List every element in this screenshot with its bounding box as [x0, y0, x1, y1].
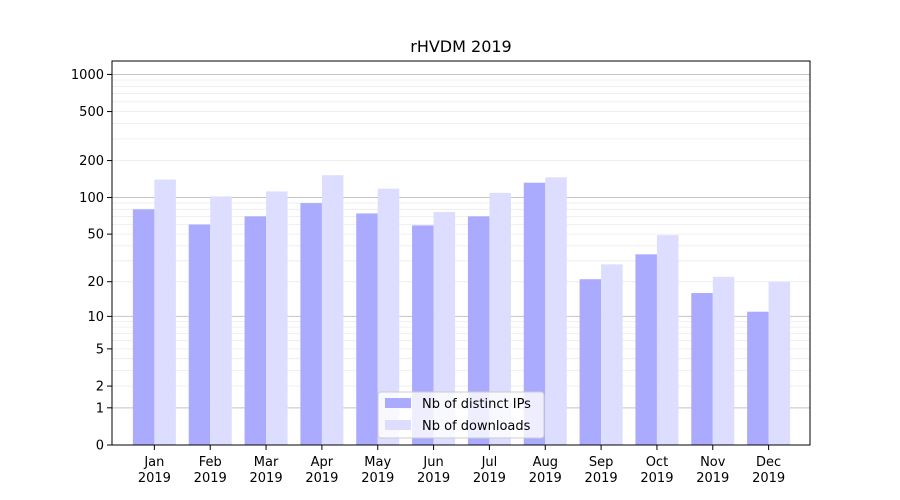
x-tick-label: 2019 [473, 471, 506, 486]
x-tick-label: Sep [589, 455, 614, 470]
y-tick-label: 100 [79, 191, 104, 206]
bar-ips [188, 224, 211, 445]
bar-downloads [545, 177, 567, 445]
y-tick-label: 2 [96, 380, 104, 395]
bar-downloads [712, 276, 735, 445]
x-tick-label: Jan [143, 455, 164, 470]
x-tick-label: 2019 [305, 471, 338, 486]
x-tick-label: 2019 [529, 471, 562, 486]
x-tick-label: Oct [646, 455, 668, 470]
y-axis: 0 1 2 5 10 20 50 100 200 500 1000 [71, 68, 112, 454]
bar-downloads [489, 192, 511, 445]
y-tick-label: 500 [79, 105, 104, 120]
x-axis: Jan2019Feb2019Mar2019Apr2019May2019Jun20… [138, 445, 785, 486]
x-tick-label: 2019 [138, 471, 171, 486]
y-tick-label: 10 [87, 310, 104, 325]
bar-downloads [601, 264, 623, 445]
x-tick-label: May [364, 455, 391, 470]
legend-label-downloads: Nb of downloads [422, 419, 531, 434]
x-tick-label: 2019 [361, 471, 394, 486]
bar-ips [244, 216, 267, 445]
x-tick-label: 2019 [585, 471, 618, 486]
x-tick-label: Nov [700, 455, 726, 470]
y-tick-label: 1 [96, 401, 104, 416]
bar-ips [747, 311, 769, 445]
legend: Nb of distinct IPs Nb of downloads [377, 391, 545, 439]
x-tick-label: Jul [481, 455, 498, 470]
bar-ips [691, 293, 713, 445]
x-tick-label: Mar [254, 455, 279, 470]
x-tick-label: Dec [756, 455, 781, 470]
bar-downloads [210, 196, 232, 445]
bar-ips [579, 279, 602, 445]
bar-ips [356, 213, 378, 445]
bar-downloads [656, 235, 679, 445]
legend-box [377, 391, 545, 439]
chart-title: rHVDM 2019 [410, 37, 511, 56]
x-tick-label: 2019 [194, 471, 227, 486]
bar-downloads [266, 191, 288, 445]
bar-ips [523, 182, 546, 445]
x-tick-label: 2019 [640, 471, 673, 486]
x-tick-label: 2019 [250, 471, 283, 486]
bar-ips [412, 225, 434, 445]
bar-downloads [433, 212, 456, 445]
legend-swatch-ips [385, 398, 411, 408]
bar-ips [300, 203, 322, 445]
y-tick-label: 5 [96, 342, 104, 357]
bar-ips [467, 216, 490, 445]
bar-downloads [154, 179, 176, 445]
bar-downloads [377, 188, 400, 445]
bar-ips [132, 209, 155, 445]
x-tick-label: Apr [311, 455, 334, 470]
bars [132, 175, 791, 445]
x-tick-label: 2019 [752, 471, 785, 486]
x-tick-label: Feb [199, 455, 222, 470]
y-tick-label: 50 [87, 228, 104, 243]
bar-downloads [321, 175, 344, 445]
bar-ips [635, 254, 657, 445]
plot-frame [111, 60, 811, 446]
bar-downloads [768, 281, 791, 445]
x-tick-label: Jun [422, 455, 443, 470]
legend-label-ips: Nb of distinct IPs [422, 397, 531, 412]
y-tick-label: 0 [96, 439, 104, 454]
x-tick-label: Aug [533, 455, 558, 470]
y-tick-label: 1000 [71, 68, 104, 83]
x-tick-label: 2019 [417, 471, 450, 486]
y-tick-label: 200 [79, 154, 104, 169]
x-tick-label: 2019 [696, 471, 729, 486]
legend-swatch-downloads [385, 420, 411, 430]
y-tick-label: 20 [87, 275, 104, 290]
